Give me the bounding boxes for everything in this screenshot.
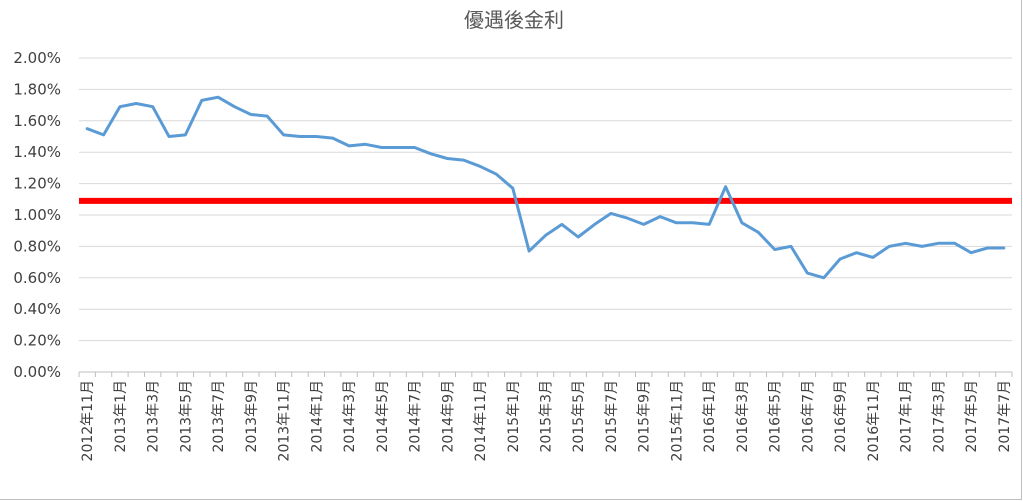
x-tick-label: 2015年11月 xyxy=(669,380,685,461)
x-tick-label: 2015年9月 xyxy=(637,380,653,453)
y-tick-label: 1.40% xyxy=(13,143,61,161)
x-tick-label: 2014年7月 xyxy=(408,380,424,453)
y-tick-label: 0.80% xyxy=(13,237,61,255)
x-tick-label: 2017年1月 xyxy=(899,380,915,453)
chart-title: 優遇後金利 xyxy=(464,8,564,32)
y-tick-label: 0.20% xyxy=(13,332,61,350)
x-tick-label: 2017年7月 xyxy=(997,380,1013,453)
y-tick-label: 0.40% xyxy=(13,300,61,318)
x-tick-label: 2014年3月 xyxy=(342,380,358,453)
y-tick-label: 1.80% xyxy=(13,80,61,98)
x-tick-label: 2017年5月 xyxy=(964,380,980,453)
x-tick-label: 2014年11月 xyxy=(473,380,489,461)
x-tick-label: 2015年1月 xyxy=(506,380,522,453)
x-tick-label: 2016年11月 xyxy=(866,380,882,461)
x-tick-label: 2013年5月 xyxy=(178,380,194,453)
x-tick-label: 2017年3月 xyxy=(931,380,947,453)
x-tick-label: 2016年7月 xyxy=(800,380,816,453)
x-tick-label: 2015年5月 xyxy=(571,380,587,453)
y-tick-label: 0.00% xyxy=(13,363,61,381)
x-tick-label: 2016年1月 xyxy=(702,380,718,453)
x-tick-label: 2014年5月 xyxy=(375,380,391,453)
x-tick-label: 2016年5月 xyxy=(768,380,784,453)
y-tick-label: 1.60% xyxy=(13,112,61,130)
y-tick-label: 1.20% xyxy=(13,175,61,193)
x-tick-label: 2015年7月 xyxy=(604,380,620,453)
series-line xyxy=(85,95,1006,280)
x-tick-label: 2013年9月 xyxy=(244,380,260,453)
x-tick-label: 2016年3月 xyxy=(735,380,751,453)
x-tick-label: 2014年1月 xyxy=(309,380,325,453)
x-tick-label: 2013年3月 xyxy=(146,380,162,453)
x-tick-label: 2013年1月 xyxy=(113,380,129,453)
y-tick-label: 0.60% xyxy=(13,269,61,287)
x-tick-label: 2016年9月 xyxy=(833,380,849,453)
x-tick-label: 2012年11月 xyxy=(80,380,96,461)
x-tick-label: 2013年11月 xyxy=(277,380,293,461)
y-tick-label: 2.00% xyxy=(13,49,61,67)
x-tick-label: 2014年9月 xyxy=(440,380,456,453)
y-tick-label: 1.00% xyxy=(13,206,61,224)
x-tick-label: 2015年3月 xyxy=(539,380,555,453)
x-tick-label: 2013年7月 xyxy=(211,380,227,453)
